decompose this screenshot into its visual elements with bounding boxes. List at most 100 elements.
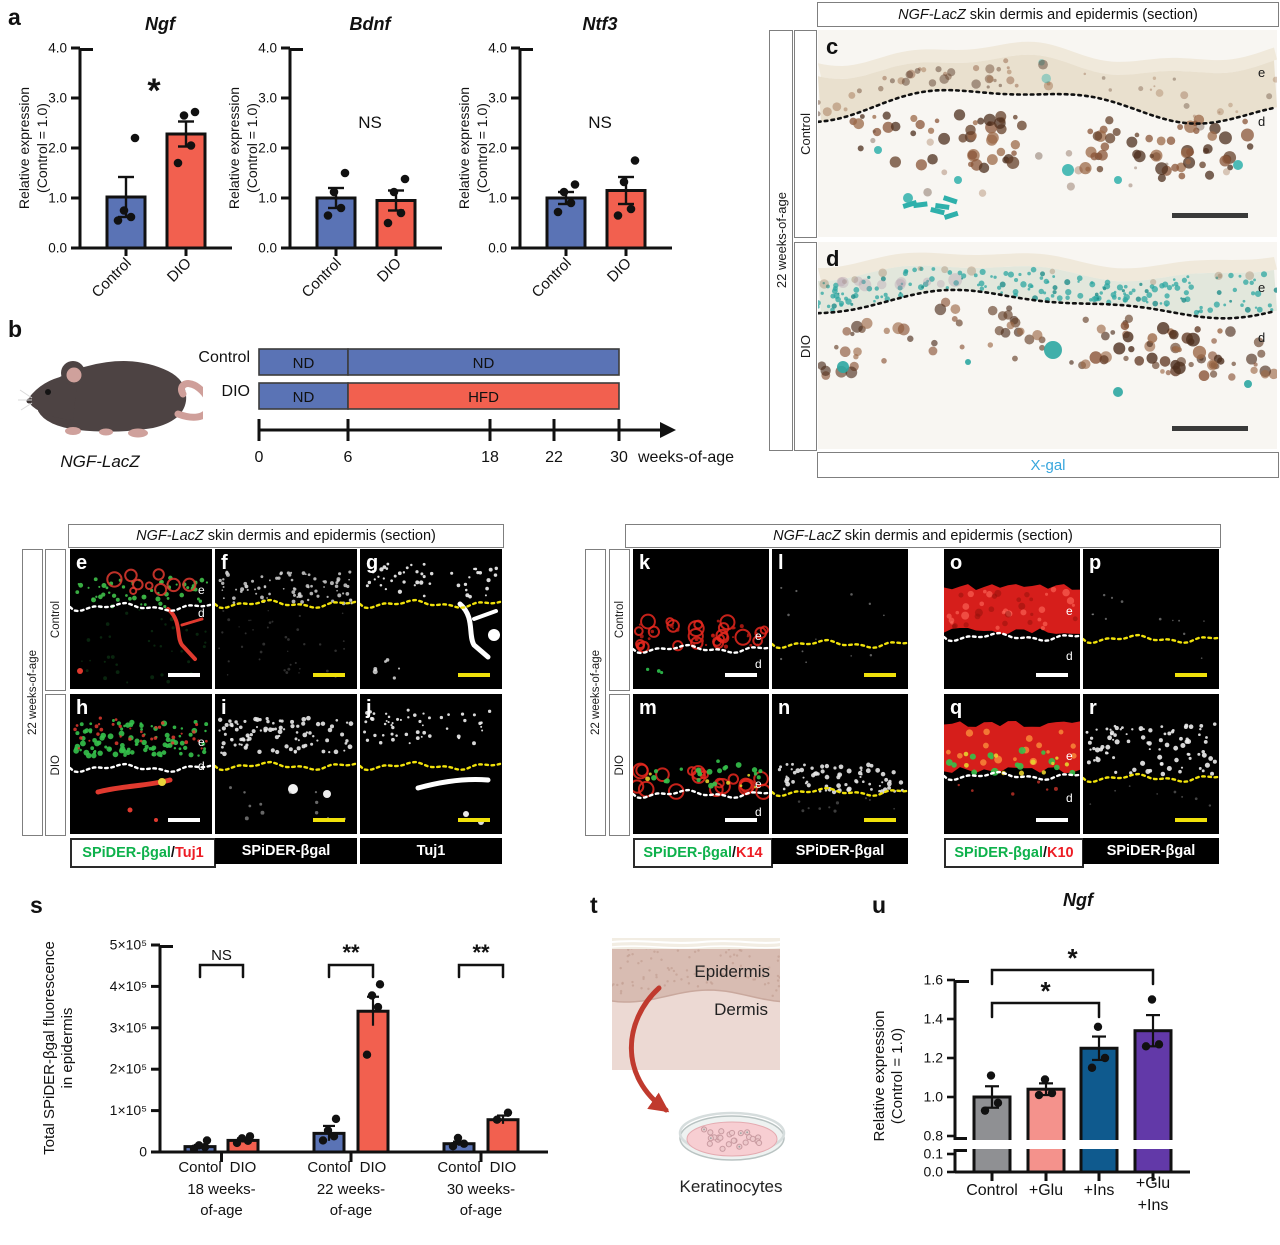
dermis-marker: d (1258, 330, 1266, 345)
svg-text:1.4: 1.4 (924, 1011, 944, 1027)
scale-bar (1172, 426, 1248, 431)
svg-text:DIO: DIO (490, 1159, 517, 1176)
histology-image-c (818, 30, 1277, 237)
mouse-drawing (18, 361, 203, 438)
image-letter-p: p (1089, 552, 1102, 574)
svg-text:Relative expression: Relative expression (456, 87, 472, 209)
chart-a-ngf: Ngf 0.0 1.0 2.0 3.0 4.0 Relative expression (Co… (16, 14, 232, 301)
stain-label-spider-k10: SPiDER-βgal / K10 (944, 838, 1084, 868)
petri-dish (676, 1106, 788, 1170)
image-letter-h: h (76, 697, 89, 719)
chart-a-ntf3: Ntf3 0.0 1.0 2.0 3.0 4.0 Relative expression (C… (456, 14, 672, 301)
svg-text:30: 30 (610, 449, 628, 466)
svg-text:Ngf: Ngf (145, 14, 177, 34)
image-letter-k: k (639, 552, 651, 574)
dish-drawing (678, 1111, 786, 1161)
svg-text:0.8: 0.8 (924, 1128, 944, 1144)
svg-text:NS: NS (358, 113, 382, 132)
panel-letter-t: t (590, 892, 598, 918)
mouse-illustration (18, 326, 203, 456)
stain-label-part: K10 (1047, 845, 1074, 861)
svg-text:0.0: 0.0 (48, 241, 67, 256)
svg-text:Relative expression: Relative expression (871, 1011, 888, 1142)
svg-text:of-age: of-age (460, 1202, 503, 1219)
svg-text:5×10⁵: 5×10⁵ (110, 937, 147, 953)
image-letter-j: j (366, 697, 372, 719)
svg-text:(Control = 1.0): (Control = 1.0) (244, 103, 260, 193)
dermis-marker: d (1066, 649, 1073, 663)
svg-text:Total SPiDER-βgal fluorescence: Total SPiDER-βgal fluorescence (41, 941, 58, 1155)
micro-image-o (944, 549, 1080, 689)
svg-text:3.0: 3.0 (488, 91, 507, 106)
image-letter-c: c (826, 34, 839, 59)
image-letter-q: q (950, 697, 963, 719)
svg-text:Control: Control (299, 255, 345, 301)
svg-text:3×10⁵: 3×10⁵ (110, 1019, 147, 1035)
svg-text:*: * (1067, 943, 1078, 973)
epidermis-marker: e (1258, 280, 1266, 295)
stain-label-part: SPiDER-βgal (643, 845, 732, 861)
isolation-arrow (600, 958, 800, 1138)
micro-image-p (1083, 549, 1219, 689)
micro-image-f (215, 549, 357, 689)
stain-label-tuj1: Tuj1 (360, 838, 502, 864)
svg-text:1.0: 1.0 (258, 191, 277, 206)
svg-text:2.0: 2.0 (48, 141, 67, 156)
svg-text:0: 0 (139, 1144, 147, 1160)
stain-label-part: / (170, 845, 175, 861)
svg-text:Contol: Contol (307, 1159, 350, 1176)
stain-label-spider: SPiDER-βgal (215, 838, 357, 864)
svg-text:4.0: 4.0 (258, 41, 277, 56)
svg-text:of-age: of-age (200, 1202, 243, 1219)
image-letter-g: g (366, 552, 379, 574)
micro-image-h (70, 694, 212, 834)
svg-text:Bdnf: Bdnf (350, 14, 393, 34)
dermis-marker: d (1258, 114, 1266, 129)
dermis-marker: d (755, 657, 762, 671)
svg-text:weeks-of-age: weeks-of-age (637, 449, 734, 466)
svg-text:30 weeks-: 30 weeks- (447, 1181, 515, 1198)
chart-u-ngf: Ngf Relative expression (Control = 1.0) 0.8… (871, 890, 1201, 1214)
scale-bar (1172, 213, 1248, 218)
svg-text:Ngf: Ngf (1063, 890, 1095, 910)
group-label-dio: DIO (609, 694, 630, 836)
dermis-marker: d (198, 759, 205, 773)
svg-text:Contol: Contol (178, 1159, 221, 1176)
svg-text:DIO: DIO (230, 1159, 257, 1176)
svg-text:+Ins: +Ins (1138, 1197, 1169, 1214)
svg-text:*: * (1040, 976, 1051, 1006)
histology-image-d (818, 242, 1277, 449)
svg-text:(Control = 1.0): (Control = 1.0) (474, 103, 490, 193)
stain-label-part: / (731, 845, 737, 861)
image-letter-e: e (76, 552, 88, 574)
micro-image-n (772, 694, 908, 834)
svg-text:2×10⁵: 2×10⁵ (110, 1061, 147, 1077)
svg-text:3.0: 3.0 (48, 91, 67, 106)
svg-text:ND: ND (473, 355, 495, 372)
image-letter-l: l (778, 552, 784, 574)
svg-text:DIO: DIO (360, 1159, 387, 1176)
svg-text:0.0: 0.0 (258, 241, 277, 256)
svg-text:Control: Control (529, 255, 575, 301)
stain-label-xgal: X-gal (817, 452, 1279, 478)
arrow-drawing (629, 985, 670, 1113)
svg-text:2.0: 2.0 (488, 141, 507, 156)
svg-text:*: * (147, 72, 161, 110)
image-letter-i: i (221, 697, 227, 719)
panel-letter-s: s (30, 892, 43, 918)
svg-text:6: 6 (344, 449, 353, 466)
histology-drawing-d (818, 242, 1277, 449)
epidermis-marker: e (198, 583, 205, 597)
svg-text:(Control = 1.0): (Control = 1.0) (34, 103, 50, 193)
panel-letter-u: u (872, 892, 887, 918)
svg-text:3.0: 3.0 (258, 91, 277, 106)
svg-text:+Ins: +Ins (1084, 1182, 1115, 1199)
svg-text:Control: Control (89, 255, 135, 301)
svg-text:+Glu: +Glu (1029, 1182, 1063, 1199)
timeline-row-label-dio: DIO (221, 383, 250, 400)
group-label-control: Control (609, 549, 630, 691)
keratinocytes-label: Keratinocytes (679, 1177, 783, 1196)
micro-image-i (215, 694, 357, 834)
svg-text:NS: NS (588, 113, 612, 132)
section-header-ej: NGF-LacZ skin dermis and epidermis (sect… (68, 524, 504, 548)
